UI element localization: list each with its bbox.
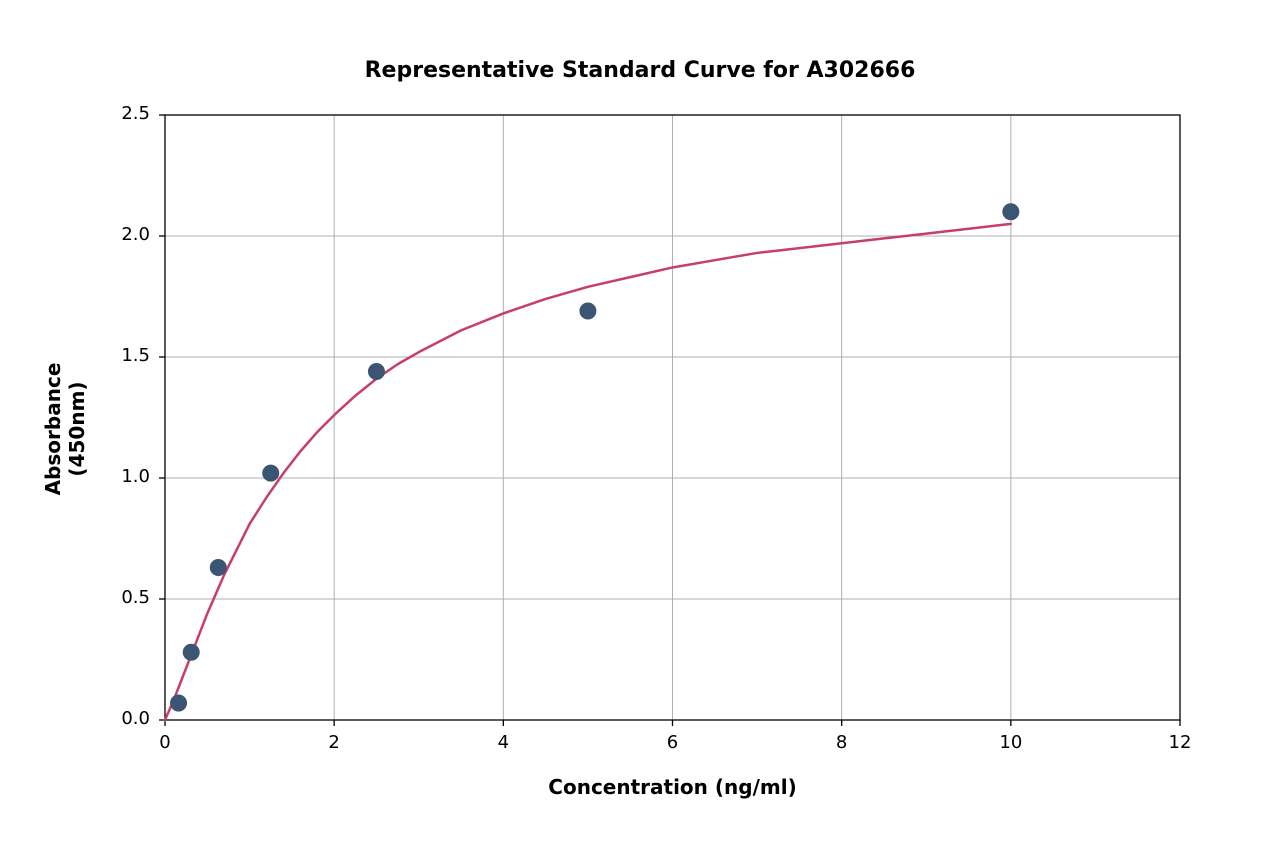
data-point [1003,204,1019,220]
data-point [263,465,279,481]
data-point [580,303,596,319]
chart-title: Representative Standard Curve for A30266… [0,58,1280,83]
x-tick-label: 12 [1150,732,1210,753]
y-tick-label: 1.0 [95,466,150,487]
x-tick-label: 6 [643,732,703,753]
data-point [210,560,226,576]
chart-svg [0,0,1280,845]
y-tick-label: 0.5 [95,587,150,608]
y-tick-label: 2.0 [95,224,150,245]
x-tick-label: 10 [981,732,1041,753]
x-tick-label: 4 [473,732,533,753]
x-tick-label: 8 [812,732,872,753]
grid-lines [165,115,1180,720]
y-tick-label: 0.0 [95,708,150,729]
chart-container: Representative Standard Curve for A30266… [0,0,1280,845]
x-tick-label: 0 [135,732,195,753]
x-axis-label: Concentration (ng/ml) [165,775,1180,799]
data-point [183,644,199,660]
x-tick-label: 2 [304,732,364,753]
fit-curve [165,224,1011,720]
data-point [171,695,187,711]
y-tick-label: 1.5 [95,345,150,366]
y-axis-label: Absorbance (450nm) [41,319,89,539]
y-tick-label: 2.5 [95,103,150,124]
scatter-points [171,204,1019,711]
tick-marks [159,115,1180,726]
data-point [368,364,384,380]
